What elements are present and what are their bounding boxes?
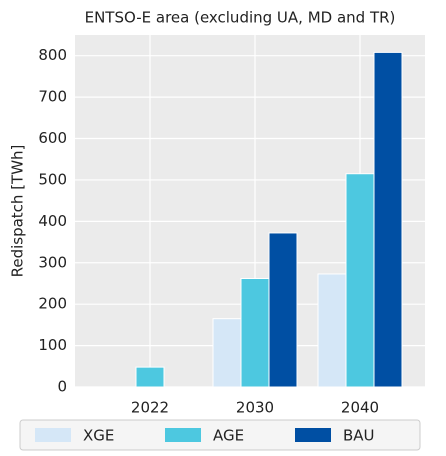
y-tick-label: 200 <box>38 295 67 313</box>
y-tick-label: 600 <box>38 129 67 147</box>
legend <box>19 419 421 451</box>
y-tick-label: 700 <box>38 88 67 106</box>
bar <box>212 318 242 388</box>
x-tick-label: 2040 <box>341 399 379 417</box>
y-tick-label: 300 <box>38 253 67 271</box>
y-tick-label: 400 <box>38 212 67 230</box>
y-tick-label: 0 <box>57 378 67 396</box>
bar <box>135 366 165 388</box>
y-tick-label: 800 <box>38 46 67 64</box>
x-tick-label: 2030 <box>236 399 274 417</box>
legend-label: XGE <box>83 427 114 445</box>
y-axis-label: Redispatch [TWh] <box>9 145 27 278</box>
y-tick-label: 500 <box>38 170 67 188</box>
bar <box>240 278 270 388</box>
chart-title: ENTSO-E area (excluding UA, MD and TR) <box>85 9 396 27</box>
legend-label: AGE <box>213 427 244 445</box>
legend-swatch <box>35 428 71 442</box>
legend-swatch <box>165 428 201 442</box>
bar <box>268 232 298 388</box>
bar <box>373 51 403 388</box>
bar <box>345 173 375 388</box>
x-tick-label: 2022 <box>131 399 169 417</box>
y-tick-label: 100 <box>38 336 67 354</box>
bar <box>317 273 347 388</box>
legend-label: BAU <box>343 427 375 445</box>
legend-swatch <box>295 428 331 442</box>
